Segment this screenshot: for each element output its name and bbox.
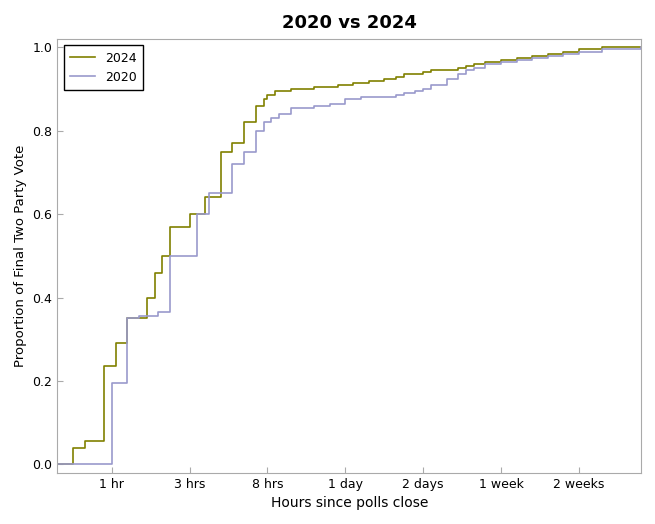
2024 bbox=[497, 57, 505, 63]
2020 bbox=[598, 46, 606, 52]
2024 bbox=[598, 44, 606, 50]
2024 bbox=[575, 46, 583, 52]
2020 bbox=[205, 190, 213, 196]
2020 bbox=[240, 148, 248, 155]
2020 bbox=[252, 128, 260, 134]
2024 bbox=[229, 140, 236, 146]
2020 bbox=[116, 380, 124, 386]
2020 bbox=[326, 101, 333, 107]
2020 bbox=[96, 461, 104, 467]
2024 bbox=[166, 224, 174, 230]
2024 bbox=[455, 65, 462, 71]
2024 bbox=[201, 194, 209, 201]
Legend: 2024, 2020: 2024, 2020 bbox=[64, 45, 143, 90]
2020 bbox=[310, 103, 318, 109]
2024 bbox=[481, 59, 489, 65]
2020 bbox=[528, 54, 536, 61]
2024 bbox=[544, 50, 552, 57]
2024 bbox=[365, 78, 373, 84]
2020 bbox=[462, 67, 470, 73]
2020 bbox=[392, 92, 400, 99]
2020 bbox=[174, 253, 182, 259]
2020 bbox=[357, 94, 365, 101]
2024 bbox=[143, 294, 151, 301]
2020 bbox=[259, 119, 267, 126]
2024 bbox=[470, 61, 477, 67]
2024 bbox=[271, 88, 279, 94]
2020 bbox=[470, 65, 477, 71]
2020 bbox=[143, 313, 151, 320]
2024 bbox=[559, 48, 567, 54]
X-axis label: Hours since polls close: Hours since polls close bbox=[271, 496, 428, 510]
2024 bbox=[186, 211, 194, 217]
2020 bbox=[341, 96, 349, 103]
2020 bbox=[400, 90, 407, 96]
2024 bbox=[287, 86, 295, 92]
2020 bbox=[135, 313, 143, 320]
2020 bbox=[229, 161, 236, 167]
2024 bbox=[333, 82, 341, 88]
2020 bbox=[381, 94, 388, 101]
2024 bbox=[400, 71, 407, 78]
2024 bbox=[462, 63, 470, 69]
2024 bbox=[407, 71, 415, 78]
2020 bbox=[217, 190, 225, 196]
2024 bbox=[65, 461, 73, 467]
2024 bbox=[259, 96, 267, 103]
2024 bbox=[419, 69, 427, 75]
2024 bbox=[392, 73, 400, 80]
2020 bbox=[193, 211, 201, 217]
2020 bbox=[186, 253, 194, 259]
2024 bbox=[637, 44, 645, 50]
2024 bbox=[513, 54, 521, 61]
2020 bbox=[108, 380, 116, 386]
2020 bbox=[497, 59, 505, 65]
2024 bbox=[92, 438, 100, 444]
2020 bbox=[100, 461, 108, 467]
2020 bbox=[637, 44, 645, 50]
2020 bbox=[559, 50, 567, 57]
2024 bbox=[310, 84, 318, 90]
2024 bbox=[123, 315, 131, 322]
2020 bbox=[53, 461, 61, 467]
2020 bbox=[155, 309, 162, 315]
2024 bbox=[381, 75, 388, 82]
2020 bbox=[455, 71, 462, 78]
2020 bbox=[513, 57, 521, 63]
2024 bbox=[443, 67, 451, 73]
2024 bbox=[112, 340, 120, 346]
2020 bbox=[411, 88, 419, 94]
2024 bbox=[53, 461, 61, 467]
2020 bbox=[419, 86, 427, 92]
2024 bbox=[135, 315, 143, 322]
2024 bbox=[217, 148, 225, 155]
2024 bbox=[349, 80, 357, 86]
2020 bbox=[287, 105, 295, 111]
2024 bbox=[151, 269, 159, 276]
Line: 2020: 2020 bbox=[57, 47, 641, 464]
2020 bbox=[267, 115, 275, 122]
2024 bbox=[240, 119, 248, 126]
2020 bbox=[166, 253, 174, 259]
2024 bbox=[528, 52, 536, 59]
2020 bbox=[427, 82, 435, 88]
Title: 2020 vs 2024: 2020 vs 2024 bbox=[282, 14, 417, 32]
2024 bbox=[263, 92, 271, 99]
2024 bbox=[427, 67, 435, 73]
2020 bbox=[443, 75, 451, 82]
2024 bbox=[69, 444, 77, 451]
Y-axis label: Proportion of Final Two Party Vote: Proportion of Final Two Party Vote bbox=[14, 145, 27, 367]
2020 bbox=[481, 61, 489, 67]
2024 bbox=[252, 103, 260, 109]
2020 bbox=[123, 315, 131, 322]
2020 bbox=[544, 52, 552, 59]
2020 bbox=[575, 48, 583, 54]
Line: 2024: 2024 bbox=[57, 47, 641, 464]
2024 bbox=[100, 363, 108, 369]
2024 bbox=[81, 438, 88, 444]
2020 bbox=[275, 111, 283, 117]
2024 bbox=[159, 253, 166, 259]
